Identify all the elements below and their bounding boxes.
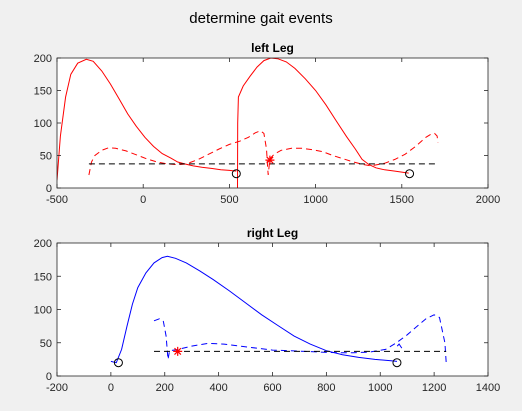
x-tick-label: 500	[220, 194, 238, 206]
figure-title: determine gait events	[189, 10, 332, 27]
plot-area	[57, 243, 488, 376]
y-tick-label: 150	[34, 271, 52, 283]
x-tick-label: 1200	[422, 382, 446, 394]
y-tick-label: 200	[34, 238, 52, 250]
y-tick-label: 50	[40, 338, 52, 350]
star-marker	[265, 155, 275, 165]
x-tick-label: 1000	[303, 194, 327, 206]
series-line-0-1	[396, 343, 403, 349]
x-tick-label: 2000	[476, 194, 500, 206]
x-tick-label: 0	[140, 194, 146, 206]
axes-title: left Leg	[251, 41, 294, 55]
x-tick-label: 1500	[390, 194, 414, 206]
y-tick-label: 150	[34, 86, 52, 98]
x-tick-label: 600	[263, 382, 281, 394]
series-line-0-0	[57, 58, 237, 181]
plot-layer	[110, 255, 447, 368]
x-tick-label: 200	[156, 382, 174, 394]
series-line-1-0	[88, 130, 439, 176]
axes-right-leg: -200 0 200 400 600 800 1000 1200 140005010015020…	[34, 226, 501, 394]
y-tick-label: 200	[34, 53, 52, 65]
x-tick-label: 1400	[476, 382, 500, 394]
star-marker	[173, 346, 183, 356]
x-tick-label: 800	[317, 382, 335, 394]
series-line-0-0	[110, 255, 398, 364]
circle-marker	[405, 169, 415, 179]
circle-marker	[231, 169, 241, 179]
x-tick-label: 1000	[368, 382, 392, 394]
circle-marker	[113, 358, 123, 368]
axes-title: right Leg	[247, 226, 298, 240]
plot-area	[57, 58, 488, 188]
series-line-0-1	[237, 58, 409, 188]
y-tick-label: 100	[34, 118, 52, 130]
x-tick-label: 0	[108, 382, 114, 394]
circle-marker	[392, 358, 402, 368]
y-tick-label: 0	[46, 371, 52, 383]
x-tick-label: -500	[46, 194, 68, 206]
x-tick-label: -200	[46, 382, 68, 394]
y-tick-label: 100	[34, 305, 52, 317]
plot-layer	[57, 58, 439, 188]
x-tick-label: 400	[209, 382, 227, 394]
y-tick-label: 50	[40, 151, 52, 163]
y-tick-label: 0	[46, 183, 52, 195]
